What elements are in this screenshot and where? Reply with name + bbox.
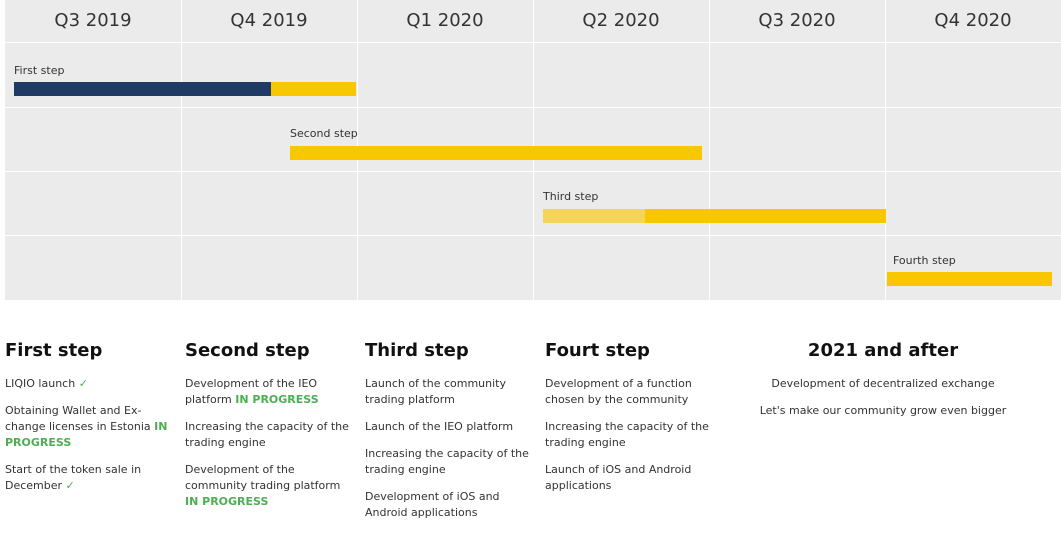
bar-planned <box>271 82 356 96</box>
roadmap-item: Launch of iOS and Android applications <box>545 462 715 494</box>
column-title: Third step <box>365 340 469 361</box>
item-text: Start of the token sale in December <box>5 463 142 492</box>
column-title: Second step <box>185 340 310 361</box>
item-status: IN PROGRESS <box>5 420 168 449</box>
step-column: First step LIQIO launch ✓ Obtaining Wallet… <box>5 340 175 505</box>
item-text: Launch of the IEO platform <box>365 420 514 433</box>
roadmap-item: Development of a function chosen by the … <box>545 376 715 408</box>
bar-done <box>14 82 271 96</box>
bar-partial <box>543 209 645 223</box>
roadmap-item: Development of the IEO platform IN PROGR… <box>185 376 355 408</box>
roadmap-item: Development of the community trading pla… <box>185 462 355 510</box>
item-text: Increasing the capacity of the trading e… <box>185 420 349 449</box>
quarter-header: Q3 2020 <box>758 10 836 31</box>
item-status: ✓ <box>78 377 88 390</box>
item-text: Let's make our community grow even bigge… <box>759 404 1007 417</box>
column-title: Fourt step <box>545 340 650 361</box>
step-column: Third step Launch of the community tradin… <box>365 340 535 532</box>
bar-planned <box>290 146 702 160</box>
item-text: Launch of iOS and Android applications <box>545 463 692 492</box>
roadmap-item: LIQIO launch ✓ <box>5 376 175 392</box>
column-divider <box>181 0 182 300</box>
item-text: Development of the IEO platform <box>185 377 318 406</box>
roadmap-item: Increasing the capacity of the trading e… <box>545 419 715 451</box>
column-title: 2021 and after <box>807 340 959 361</box>
step-column: Fourt step Development of a function chos… <box>545 340 715 505</box>
roadmap-item: Obtaining Wallet and Ex­change licenses … <box>5 403 175 451</box>
step-label: First step <box>14 64 65 77</box>
step-column: 2021 and after Development of decentraliz… <box>753 340 1013 430</box>
item-text: Launch of the community trading platform <box>365 377 507 406</box>
item-status: ✓ <box>65 479 75 492</box>
roadmap-item: Increasing the capacity of the trading e… <box>365 446 535 478</box>
quarter-header: Q4 2020 <box>934 10 1012 31</box>
roadmap-item: Development of iOS and Android applicati… <box>365 489 535 521</box>
step-column: Second step Development of the IEO platfo… <box>185 340 355 521</box>
quarter-header: Q1 2020 <box>406 10 484 31</box>
item-text: LIQIO launch <box>5 377 76 390</box>
item-text: Development of the community trading pla… <box>185 463 341 492</box>
item-text: Development of a function chosen by the … <box>545 377 692 406</box>
step-label: Third step <box>543 190 599 203</box>
roadmap-item: Let's make our community grow even bigge… <box>753 403 1013 419</box>
roadmap-item: Launch of the community trading platform <box>365 376 535 408</box>
timeline: First step Second step Third step Fourth… <box>5 0 1061 300</box>
item-status: IN PROGRESS <box>235 393 319 406</box>
roadmap-item: Start of the token sale in December ✓ <box>5 462 175 494</box>
bar-planned <box>887 272 1052 286</box>
roadmap-item: Increasing the capacity of the trading e… <box>185 419 355 451</box>
quarter-header: Q4 2019 <box>230 10 308 31</box>
step-label: Fourth step <box>893 254 956 267</box>
column-title: First step <box>5 340 103 361</box>
step-label: Second step <box>290 127 358 140</box>
item-status: IN PROGRESS <box>185 495 269 508</box>
bar-planned <box>645 209 886 223</box>
item-text: Increasing the capacity of the trading e… <box>365 447 529 476</box>
column-divider <box>709 0 710 300</box>
item-text: Development of decentralized exchange <box>771 377 995 390</box>
item-text: Development of iOS and Android applicati… <box>365 490 500 519</box>
roadmap-item: Launch of the IEO platform <box>365 419 535 435</box>
item-text: Increasing the capacity of the trading e… <box>545 420 709 449</box>
item-text: Obtaining Wallet and Ex­change licenses … <box>5 404 151 433</box>
roadmap-item: Development of decentralized exchange <box>753 376 1013 392</box>
quarter-header: Q3 2019 <box>54 10 132 31</box>
quarter-header: Q2 2020 <box>582 10 660 31</box>
column-divider <box>885 0 886 300</box>
